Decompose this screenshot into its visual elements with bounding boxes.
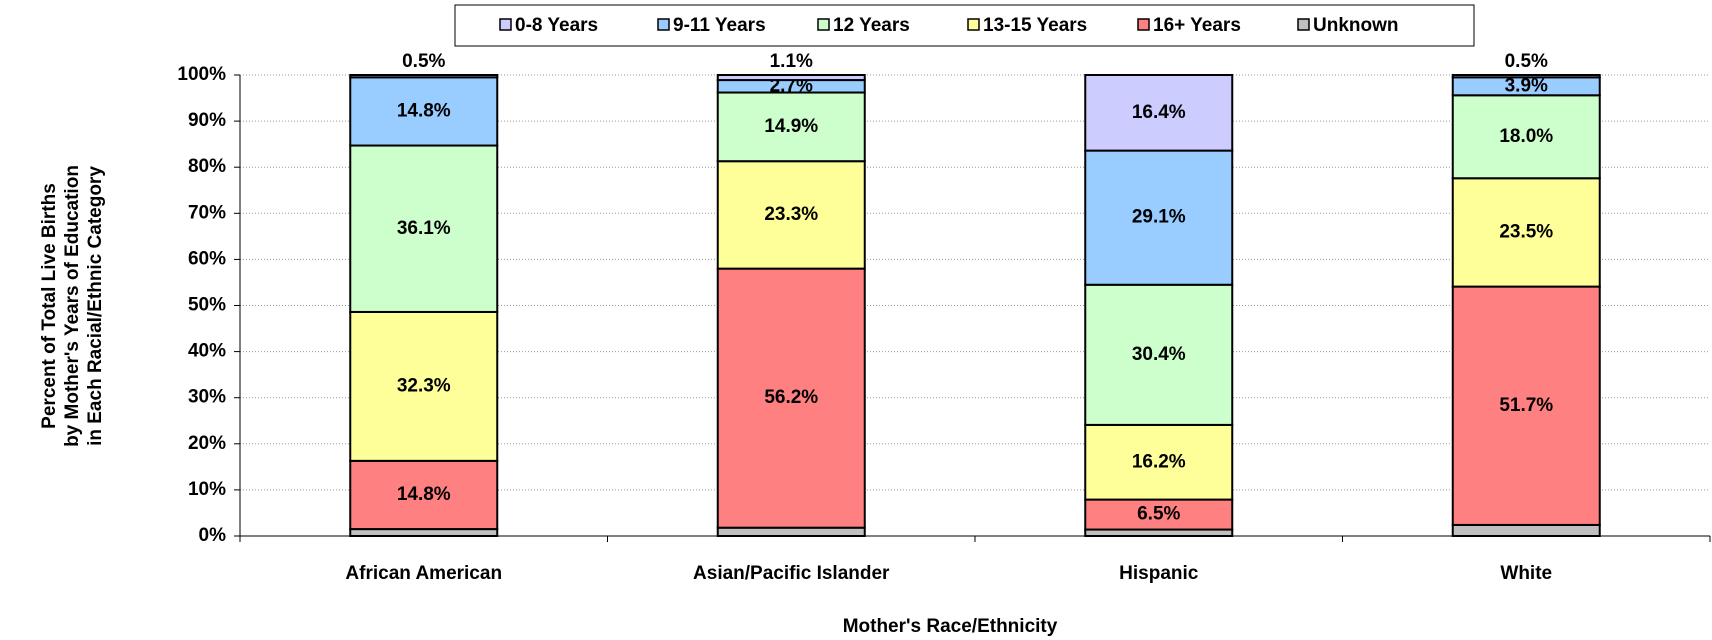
data-label: 56.2% [764, 387, 818, 408]
data-label: 3.9% [1505, 75, 1548, 96]
x-tick-label: White [1500, 563, 1552, 584]
bar-segment [349, 459, 499, 531]
x-axis-title: Mother's Race/Ethnicity [843, 616, 1058, 637]
y-tick-label: 30% [188, 387, 226, 408]
bar-segment [716, 74, 866, 82]
data-label: 14.9% [764, 116, 818, 137]
y-tick-label: 40% [188, 341, 226, 362]
data-label: 23.5% [1499, 221, 1553, 242]
bar-segment [716, 267, 866, 529]
data-label: 14.8% [397, 484, 451, 505]
bar-segment [1084, 74, 1234, 152]
legend-swatch [499, 18, 512, 31]
y-tick-label: 60% [188, 248, 226, 269]
bar-segment [1084, 149, 1234, 286]
legend-label: 0-8 Years [515, 15, 598, 36]
bar-segment [1451, 177, 1601, 288]
legend-label: 16+ Years [1153, 15, 1241, 36]
y-axis-title-line: by Mother's Years of Education [62, 165, 83, 447]
bar-segment [1451, 285, 1601, 526]
y-tick-label: 90% [188, 110, 226, 131]
bar-segment [1084, 283, 1234, 426]
y-tick-label: 0% [199, 525, 227, 546]
bar-segment [349, 144, 499, 313]
y-axis-title-line: Percent of Total Live Births [39, 183, 60, 429]
data-label: 51.7% [1499, 395, 1553, 416]
data-label: 0.5% [402, 51, 445, 72]
legend-swatch [1137, 18, 1150, 31]
data-label: 16.2% [1132, 451, 1186, 472]
legend-label: 9-11 Years [673, 15, 766, 36]
bar-segment [1084, 423, 1234, 501]
data-label: 14.8% [397, 100, 451, 121]
data-label: 36.1% [397, 218, 451, 239]
bar-segment [349, 528, 499, 538]
data-label: 18.0% [1499, 126, 1553, 147]
data-label: 30.4% [1132, 344, 1186, 365]
bar-segment [716, 91, 866, 163]
y-tick-label: 20% [188, 433, 226, 454]
legend-swatch [817, 18, 830, 31]
data-label: 0.5% [1505, 51, 1548, 72]
y-axis-title: Percent of Total Live Births by Mother's… [39, 165, 106, 447]
bar-segment [1451, 523, 1601, 537]
data-label: 6.5% [1137, 504, 1180, 525]
legend-swatch [657, 18, 670, 31]
bar-segment [1451, 74, 1601, 79]
bar-segment [716, 526, 866, 538]
legend-swatch [967, 18, 980, 31]
x-tick-label: African American [345, 563, 502, 584]
bar-segment [1084, 498, 1234, 531]
bar-segment [716, 160, 866, 270]
legend-swatch [1297, 18, 1310, 31]
data-label: 23.3% [764, 204, 818, 225]
y-axis-title-line: in Each Racial/Ethnic Category [85, 166, 106, 446]
bar-segment [349, 74, 499, 79]
y-tick-label: 100% [177, 64, 226, 85]
x-tick-label: Hispanic [1119, 563, 1199, 584]
data-label: 16.4% [1132, 102, 1186, 123]
y-tick-label: 70% [188, 202, 226, 223]
data-label: 1.1% [770, 51, 813, 72]
y-tick-label: 10% [188, 479, 226, 500]
bar-segment [1451, 94, 1601, 180]
y-tick-label: 80% [188, 156, 226, 177]
bar-segment [349, 310, 499, 462]
data-label: 32.3% [397, 375, 451, 396]
legend-label: 13-15 Years [983, 15, 1087, 36]
data-label: 29.1% [1132, 207, 1186, 228]
legend-label: 12 Years [833, 15, 910, 36]
legend-label: Unknown [1313, 15, 1399, 36]
y-tick-label: 50% [188, 295, 226, 316]
x-tick-label: Asian/Pacific Islander [693, 563, 890, 584]
